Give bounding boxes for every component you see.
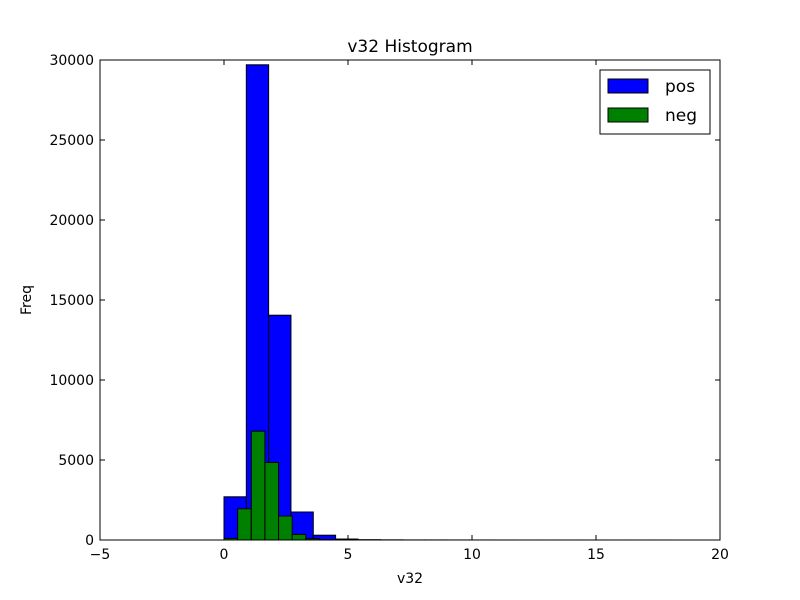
y-tick-label: 25000 (49, 133, 94, 149)
y-tick-label: 0 (85, 533, 94, 549)
chart-title: v32 Histogram (347, 37, 472, 57)
legend-swatch-neg (607, 107, 649, 123)
y-tick-label: 20000 (49, 213, 94, 229)
y-axis-label: Freq (19, 285, 35, 315)
bars-layer (223, 64, 671, 541)
bar-neg (237, 508, 252, 541)
x-tick-label: 0 (220, 547, 229, 563)
bar-neg (250, 430, 266, 541)
x-tick-label: 5 (344, 547, 353, 563)
bar-neg (264, 461, 280, 541)
y-tick-label: 5000 (58, 453, 94, 469)
y-tick-label: 10000 (49, 373, 94, 389)
legend: pos neg (599, 69, 711, 135)
y-tick-label: 15000 (49, 293, 94, 309)
x-tick-label: 10 (463, 547, 481, 563)
legend-swatch-pos (607, 78, 649, 94)
y-tick-label: 30000 (49, 53, 94, 69)
x-tick-label: 15 (587, 547, 605, 563)
plot-area (100, 60, 720, 540)
legend-label-neg: neg (665, 106, 697, 126)
legend-label-pos: pos (665, 77, 695, 97)
bar-neg (291, 533, 307, 541)
x-tick-label: −5 (90, 547, 111, 563)
x-tick-label: 20 (711, 547, 729, 563)
x-axis-label: v32 (397, 571, 423, 587)
bar-neg (278, 515, 293, 541)
